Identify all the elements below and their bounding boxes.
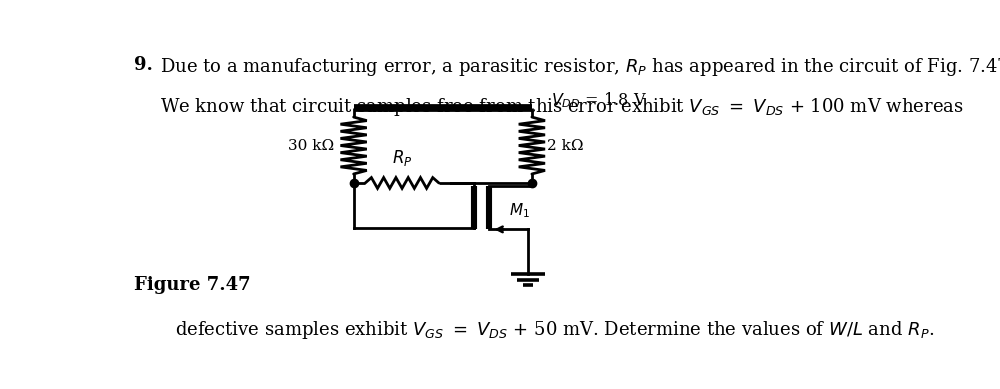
Text: 30 kΩ: 30 kΩ [288,138,334,152]
Text: Figure 7.47: Figure 7.47 [134,276,251,294]
Text: $R_P$: $R_P$ [392,148,412,168]
Text: $M_1$: $M_1$ [509,202,530,220]
Text: Due to a manufacturing error, a parasitic resistor, $R_P$ has appeared in the ci: Due to a manufacturing error, a parasiti… [160,56,1000,78]
Text: defective samples exhibit $V_{GS}$ $=$ $V_{DS}$ $+$ 50 mV. Determine the values : defective samples exhibit $V_{GS}$ $=$ $… [175,319,935,341]
Text: We know that circuit samples free from this error exhibit $V_{GS}$ $=$ $V_{DS}$ : We know that circuit samples free from t… [160,96,964,118]
Text: 2 kΩ: 2 kΩ [547,138,584,152]
Text: 9.: 9. [134,56,153,74]
Text: $\boldsymbol{V_{DD}}$ = 1.8 V: $\boldsymbol{V_{DD}}$ = 1.8 V [551,91,647,110]
